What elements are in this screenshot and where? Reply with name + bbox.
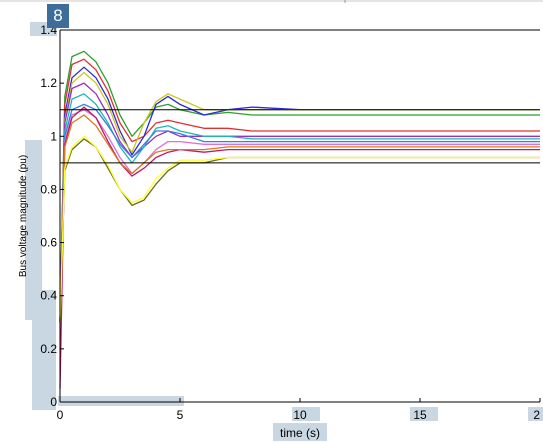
x-tick-label: 15 (413, 408, 427, 422)
y-tick-label: 1 (50, 129, 57, 143)
series-line-9 (59, 106, 540, 389)
series-layer (59, 50, 540, 389)
x-axis-label: time (s) (280, 426, 320, 440)
series-line-3 (59, 66, 540, 323)
axes-layer (59, 29, 540, 403)
reference-line-layer (60, 109, 540, 164)
series-line-7 (59, 103, 540, 323)
series-line-1 (59, 50, 540, 323)
highlight-ytick-low (32, 290, 56, 410)
x-tick-label: 5 (177, 408, 184, 422)
highlight-ylabel (25, 140, 42, 320)
y-tick-label: 0.4 (40, 289, 57, 303)
x-tick-label: 0 (57, 408, 64, 422)
tick-layer: 00.20.40.60.811.21.40 5 10 15 2 (40, 23, 541, 422)
series-line-10 (59, 114, 540, 323)
highlight-xaxis-start (58, 396, 184, 406)
series-line-12 (59, 135, 540, 323)
highlight-xtick-15 (410, 407, 438, 421)
series-line-11 (59, 138, 540, 323)
y-tick-label: 0.2 (40, 342, 57, 356)
y-tick-label: 0.8 (40, 182, 57, 196)
step-badge: 8 (47, 4, 69, 28)
highlight-xtick-10 (292, 407, 320, 421)
highlight-xtick-20 (528, 407, 543, 421)
x-tick-label: 2 (533, 408, 540, 422)
y-axis-label: Bus voltage magnitude (pu) (18, 155, 29, 277)
y-tick-label: 0 (50, 395, 57, 409)
x-tick-label: 10 (293, 408, 307, 422)
series-line-5 (59, 82, 540, 323)
y-tick-label: 1.2 (40, 76, 57, 90)
series-line-2 (59, 58, 540, 323)
highlight-xlabel (273, 423, 327, 441)
series-line-6 (59, 93, 540, 323)
y-tick-label: 0.6 (40, 236, 57, 250)
